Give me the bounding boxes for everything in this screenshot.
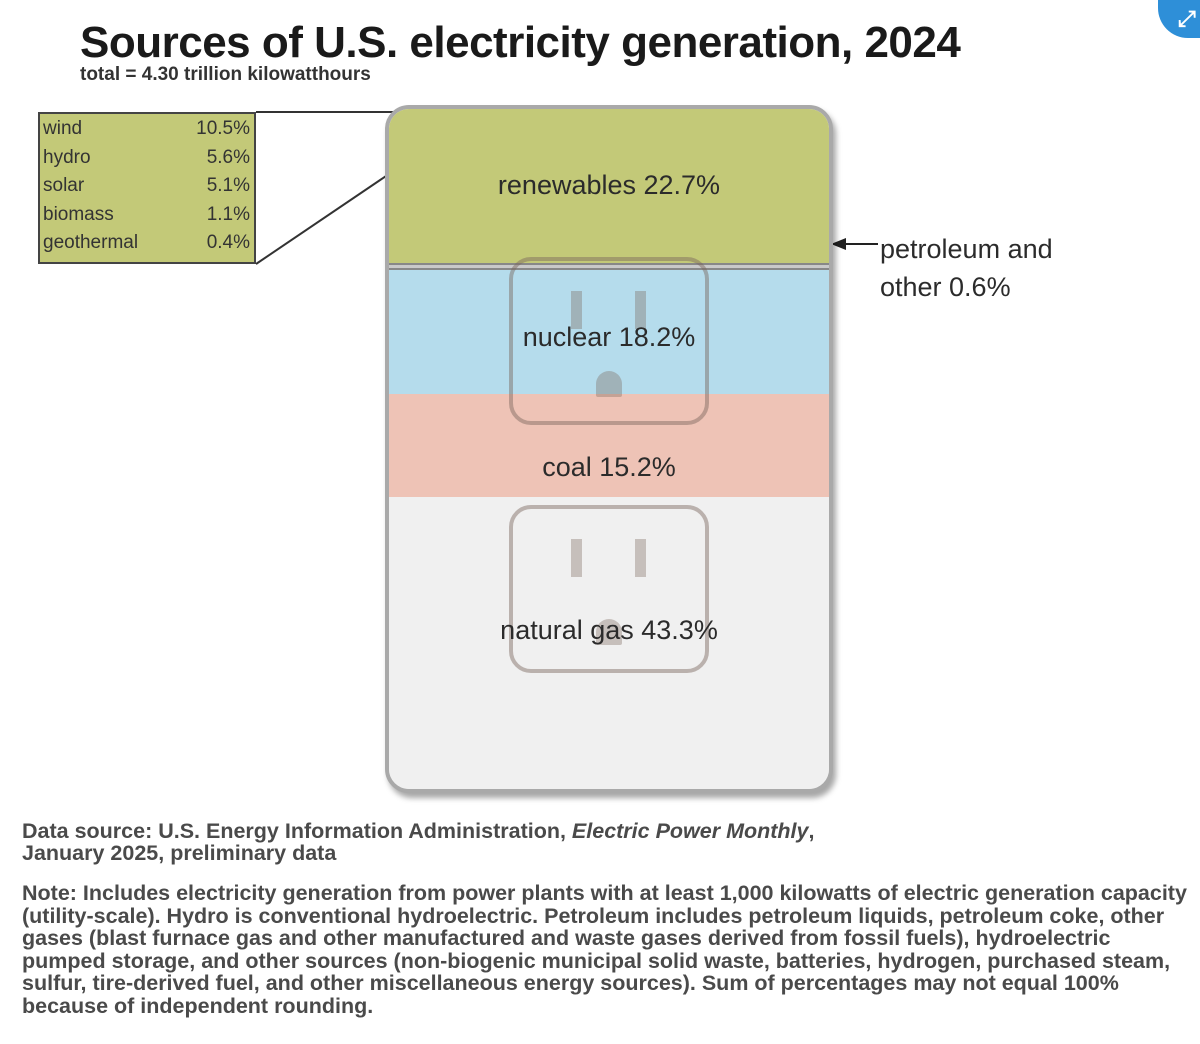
breakdown-value: 0.4%: [206, 232, 250, 253]
breakdown-row-biomass: biomass 1.1%: [43, 204, 250, 233]
breakdown-leader-bottom: [255, 171, 393, 265]
band-nuclear: [389, 270, 829, 395]
source-suffix: ,: [808, 819, 815, 843]
breakdown-name: solar: [43, 175, 85, 196]
chart-subtitle: total = 4.30 trillion kilowatthours: [80, 64, 371, 85]
breakdown-row-wind: wind 10.5%: [43, 118, 250, 147]
breakdown-row-hydro: hydro 5.6%: [43, 147, 250, 176]
band-label-natural-gas: natural gas 43.3%: [500, 615, 718, 646]
breakdown-value: 5.1%: [206, 175, 250, 196]
band-renewables: [389, 109, 829, 264]
breakdown-name: wind: [43, 118, 83, 139]
breakdown-name: geothermal: [43, 232, 139, 253]
petroleum-label-line1: petroleum and: [880, 234, 1053, 264]
renewables-breakdown-table: wind 10.5% hydro 5.6% solar 5.1% biomass 1.1% ge…: [38, 112, 256, 264]
breakdown-value: 10.5%: [196, 118, 250, 139]
expand-badge[interactable]: ⤢: [1158, 0, 1200, 38]
data-source: Data source: U.S. Energy Information Adm…: [22, 820, 1192, 864]
petroleum-label-line2: other 0.6%: [880, 272, 1011, 302]
breakdown-name: biomass: [43, 203, 114, 225]
chart-title: Sources of U.S. electricity generation, …: [80, 18, 961, 67]
breakdown-row-geothermal: geothermal 0.4%: [43, 232, 250, 261]
chart-note: Note: Includes electricity generation fr…: [22, 881, 1187, 1018]
band-natural-gas: [389, 497, 829, 789]
breakdown-value: 1.1%: [206, 203, 250, 225]
breakdown-name: hydro: [43, 146, 91, 168]
source-date: January 2025, preliminary data: [22, 841, 337, 865]
breakdown-row-solar: solar 5.1%: [43, 175, 250, 204]
band-label-renewables: renewables 22.7%: [497, 170, 721, 201]
outlet-stacked-bar: eia renewables 22.7%nuclear 18.2%coal 15…: [385, 105, 833, 793]
outlet-face-upper: [509, 257, 709, 425]
band-label-coal: coal 15.2%: [542, 452, 676, 483]
source-prefix: Data source: U.S. Energy Information Adm…: [22, 819, 572, 843]
petroleum-label: petroleum and other 0.6%: [880, 230, 1053, 306]
band-petroleum-and-other: [389, 263, 829, 271]
breakdown-value: 5.6%: [206, 146, 250, 168]
source-publication: Electric Power Monthly: [571, 819, 809, 843]
band-coal: [389, 394, 829, 498]
outlet-face-lower: [509, 505, 709, 673]
expand-icon[interactable]: ⤢: [1178, 6, 1196, 31]
petroleum-arrowhead: [831, 238, 846, 250]
band-label-nuclear: nuclear 18.2%: [522, 322, 696, 353]
